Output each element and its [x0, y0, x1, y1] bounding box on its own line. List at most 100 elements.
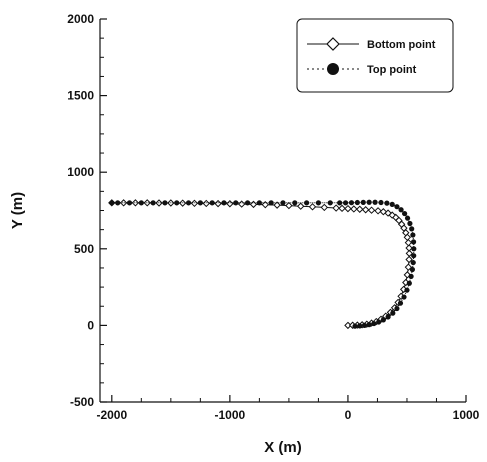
data-point-bottom-point: [273, 201, 281, 209]
data-point-top-point: [410, 232, 416, 238]
data-point-top-point: [280, 200, 286, 206]
data-point-top-point: [150, 200, 156, 206]
y-tick-label: 0: [87, 318, 94, 332]
data-point-top-point: [138, 200, 144, 206]
x-ticks: -2000 -1000 0 1000: [96, 395, 480, 422]
data-point-top-point: [354, 199, 360, 206]
data-point-top-point: [360, 199, 366, 205]
data-point-bottom-point: [237, 200, 246, 208]
data-point-top-point: [401, 294, 407, 300]
data-point-top-point: [185, 200, 192, 206]
data-point-top-point: [337, 200, 343, 206]
data-point-bottom-point: [344, 204, 352, 213]
data-point-top-point: [404, 287, 410, 293]
data-point-top-point: [342, 200, 349, 206]
data-point-top-point: [385, 314, 391, 320]
data-point-top-point: [357, 323, 363, 329]
legend-box: [296, 18, 454, 93]
data-point-bottom-point: [350, 205, 358, 213]
data-point-top-point: [352, 323, 358, 329]
y-tick-label: 1500: [67, 89, 94, 103]
data-point-top-point: [409, 226, 415, 232]
data-point-top-point: [389, 201, 395, 207]
x-axis-label: X (m): [264, 439, 302, 456]
data-point-bottom-point: [119, 199, 128, 207]
y-ticks: -500 0 500 1000 1500 2000: [67, 12, 107, 409]
data-point-top-point: [397, 300, 404, 306]
data-point-bottom-point: [374, 207, 382, 215]
data-point-top-point: [304, 200, 310, 206]
data-point-top-point: [126, 200, 133, 206]
x-tick-label: -2000: [96, 408, 127, 422]
data-point-top-point: [404, 215, 411, 221]
data-point-top-point: [109, 200, 115, 206]
data-point-top-point: [398, 207, 404, 213]
y-tick-label: 500: [74, 242, 94, 256]
legend-marker-bottom-point: [326, 37, 340, 51]
data-point-top-point: [394, 305, 400, 312]
data-point-bottom-point: [320, 203, 329, 212]
data-point-bottom-point: [405, 244, 413, 252]
data-point-top-point: [315, 200, 322, 206]
legend-label-top-point: Top point: [367, 64, 417, 76]
legend: Bottom point Top point: [296, 18, 454, 93]
data-point-bottom-point: [405, 249, 414, 258]
data-point-top-point: [406, 280, 412, 286]
data-point-top-point: [380, 317, 386, 323]
legend-marker-top-point: [327, 63, 339, 75]
data-point-top-point: [268, 200, 274, 206]
data-point-bottom-point: [226, 200, 234, 208]
x-tick-label: 0: [345, 408, 352, 422]
data-point-top-point: [390, 310, 396, 316]
data-point-top-point: [411, 253, 417, 259]
data-point-top-point: [411, 246, 417, 252]
data-point-top-point: [410, 239, 417, 245]
data-point-top-point: [366, 322, 372, 328]
data-point-top-point: [162, 200, 168, 206]
data-point-top-point: [197, 200, 203, 206]
data-point-top-point: [402, 210, 408, 217]
data-point-top-point: [366, 199, 372, 205]
data-point-top-point: [174, 200, 180, 206]
data-point-top-point: [409, 266, 415, 273]
data-point-top-point: [410, 259, 416, 266]
data-point-top-point: [372, 199, 378, 205]
data-point-top-point: [327, 200, 333, 206]
series-line-top-point: [111, 201, 415, 327]
data-point-top-point: [376, 319, 382, 325]
legend-label-bottom-point: Bottom point: [367, 39, 436, 51]
data-point-bottom-point: [404, 263, 413, 271]
series-line-bottom-point: [111, 202, 410, 326]
data-point-bottom-point: [297, 202, 305, 210]
data-point-bottom-point: [405, 255, 413, 264]
data-point-bottom-point: [285, 201, 293, 210]
data-point-top-point: [115, 200, 121, 206]
data-point-top-point: [292, 200, 298, 206]
data-point-bottom-point: [332, 204, 340, 212]
data-point-bottom-point: [202, 199, 210, 208]
data-point-bottom-point: [361, 206, 370, 214]
y-tick-label: -500: [70, 395, 94, 409]
data-point-top-point: [361, 322, 368, 328]
data-point-bottom-point: [356, 205, 364, 213]
data-point-top-point: [348, 200, 355, 206]
data-point-top-point: [394, 204, 400, 210]
data-point-top-point: [209, 200, 215, 206]
x-tick-label: 1000: [453, 408, 480, 422]
series-layer: [108, 199, 417, 330]
data-point-bottom-point: [214, 199, 222, 208]
data-point-bottom-point: [308, 203, 317, 211]
data-point-bottom-point: [131, 199, 140, 207]
data-point-top-point: [408, 273, 414, 279]
data-point-bottom-point: [404, 238, 413, 247]
data-point-top-point: [378, 199, 384, 206]
data-point-top-point: [244, 200, 251, 206]
y-tick-label: 1000: [67, 165, 94, 179]
data-point-top-point: [371, 320, 377, 327]
y-tick-label: 2000: [67, 12, 94, 26]
x-tick-label: -1000: [215, 408, 246, 422]
data-point-bottom-point: [249, 200, 258, 209]
data-point-top-point: [233, 200, 239, 206]
data-point-top-point: [384, 200, 390, 206]
data-point-top-point: [407, 220, 413, 227]
